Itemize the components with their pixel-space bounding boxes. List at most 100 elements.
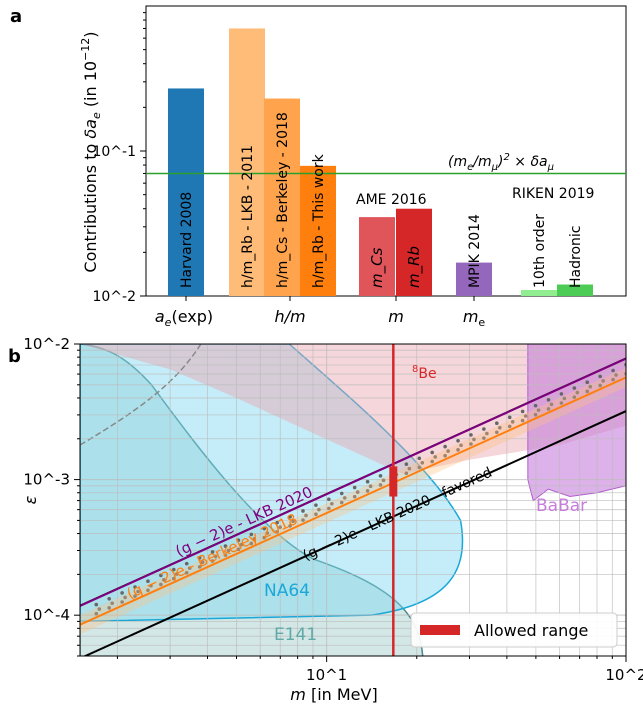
band-dot <box>404 462 409 466</box>
band-dot <box>627 367 631 371</box>
band-dot <box>507 415 512 420</box>
band-dot <box>133 585 137 589</box>
xtick-me: me <box>463 307 486 329</box>
band-dots <box>94 362 631 616</box>
band-dot <box>417 456 422 461</box>
bar-label: MPIK 2014 <box>467 214 483 288</box>
band-dot <box>239 542 244 547</box>
region-babar <box>527 344 626 502</box>
band-dot <box>197 565 202 569</box>
band-dot <box>288 515 292 519</box>
band-dot <box>365 479 370 484</box>
band-dot <box>381 478 386 483</box>
band-dot <box>456 438 460 443</box>
bar-m-rb <box>396 208 432 296</box>
band-dot <box>559 401 564 405</box>
band-dot <box>314 503 318 507</box>
region-label-be8: 8Be <box>412 364 437 382</box>
band-dot <box>94 611 99 616</box>
band-dot <box>291 519 295 524</box>
band-dot <box>146 579 150 583</box>
band-dot <box>536 408 541 412</box>
line-berkeley-2018 <box>80 376 626 626</box>
band-dot <box>197 555 202 560</box>
line-lkb-2020 <box>80 357 626 607</box>
bar-harvard-2008 <box>168 88 204 296</box>
panel-b-plot-area <box>80 344 631 656</box>
band-dot <box>585 389 590 394</box>
band-dot <box>301 509 305 513</box>
region-na64 <box>80 344 464 623</box>
bar-label: Harvard 2008 <box>179 192 195 288</box>
band-dot <box>443 444 447 449</box>
bar-label: h/m_Rb - LKB - 2011 <box>240 145 256 288</box>
band-dot <box>523 414 528 418</box>
ytick-label: 10^-2 <box>92 289 136 305</box>
band-dot <box>546 407 551 411</box>
band-dot <box>123 595 127 600</box>
band-dot <box>588 384 593 389</box>
panel-a-bars <box>168 28 593 296</box>
band-dot <box>342 496 347 500</box>
band-dot <box>533 412 538 417</box>
band-dot <box>149 583 153 588</box>
bar-label: 10th order <box>532 214 548 288</box>
band-dot <box>146 588 150 593</box>
band-dot <box>327 497 331 502</box>
panel-b-axes: 10^1 10^2 10^-4 10^-3 10^-2 <box>23 335 643 684</box>
band-dot <box>314 512 318 517</box>
panel-a-x-axis: ae(exp) h/m m me <box>155 296 486 329</box>
band-dot <box>330 501 334 506</box>
band-dot <box>355 490 360 494</box>
band-dot <box>171 567 176 572</box>
panel-a-y-label: Contributions to δae (in 10−12) <box>79 31 103 272</box>
band-dot <box>446 449 450 453</box>
band-dot <box>301 518 305 522</box>
band-dot <box>510 420 515 424</box>
band-dot <box>339 500 344 505</box>
band-dot <box>252 537 257 541</box>
band-dot <box>572 395 577 399</box>
band-dot <box>598 374 602 379</box>
ytick-label: 10^-1 <box>92 144 136 160</box>
band-dot <box>430 450 434 455</box>
bar-h-m-rb-lkb-2011 <box>229 28 265 296</box>
band-dot <box>533 403 538 408</box>
exclusion-regions <box>80 344 626 656</box>
band-dot <box>275 529 279 534</box>
band-dot <box>249 541 254 546</box>
bar-h-m-cs-berkeley-2018 <box>264 98 300 296</box>
band-dot <box>265 531 270 535</box>
ytick-label: 10^-3 <box>23 471 70 489</box>
band-dot <box>107 596 111 601</box>
band-dot <box>262 535 267 540</box>
xtick-label: 10^2 <box>605 666 643 684</box>
svg-text:(me/mμ)2 × δaμ: (me/mμ)2 × δaμ <box>448 152 554 173</box>
band-dot <box>494 421 499 425</box>
band-dot <box>226 548 231 553</box>
band-dot <box>482 427 486 431</box>
region-be8 <box>80 344 626 474</box>
bar-label: Hadronic <box>568 226 584 288</box>
band-dot <box>469 442 473 446</box>
band-dot <box>210 550 215 554</box>
band-dot <box>200 560 205 565</box>
bar-label: h/m_Rb - This work <box>311 153 327 288</box>
region-label-e141: E141 <box>274 625 317 645</box>
band-dot <box>249 532 254 537</box>
allowed-range-bar <box>389 466 398 497</box>
muon-reference-label: (me/mμ)2 × δaμ <box>448 152 554 173</box>
band-dot <box>339 491 344 496</box>
band-dot <box>378 483 383 487</box>
band-dot <box>443 453 447 458</box>
band-dot <box>404 471 409 476</box>
legend: Allowed range <box>410 612 618 648</box>
panel-b-frame <box>79 343 627 657</box>
ytick-label: 10^-2 <box>23 335 70 353</box>
band-dot <box>136 589 140 594</box>
band-dot <box>482 436 486 440</box>
band-dot <box>184 570 189 575</box>
band-dot <box>110 601 114 606</box>
band-dot <box>107 606 111 610</box>
